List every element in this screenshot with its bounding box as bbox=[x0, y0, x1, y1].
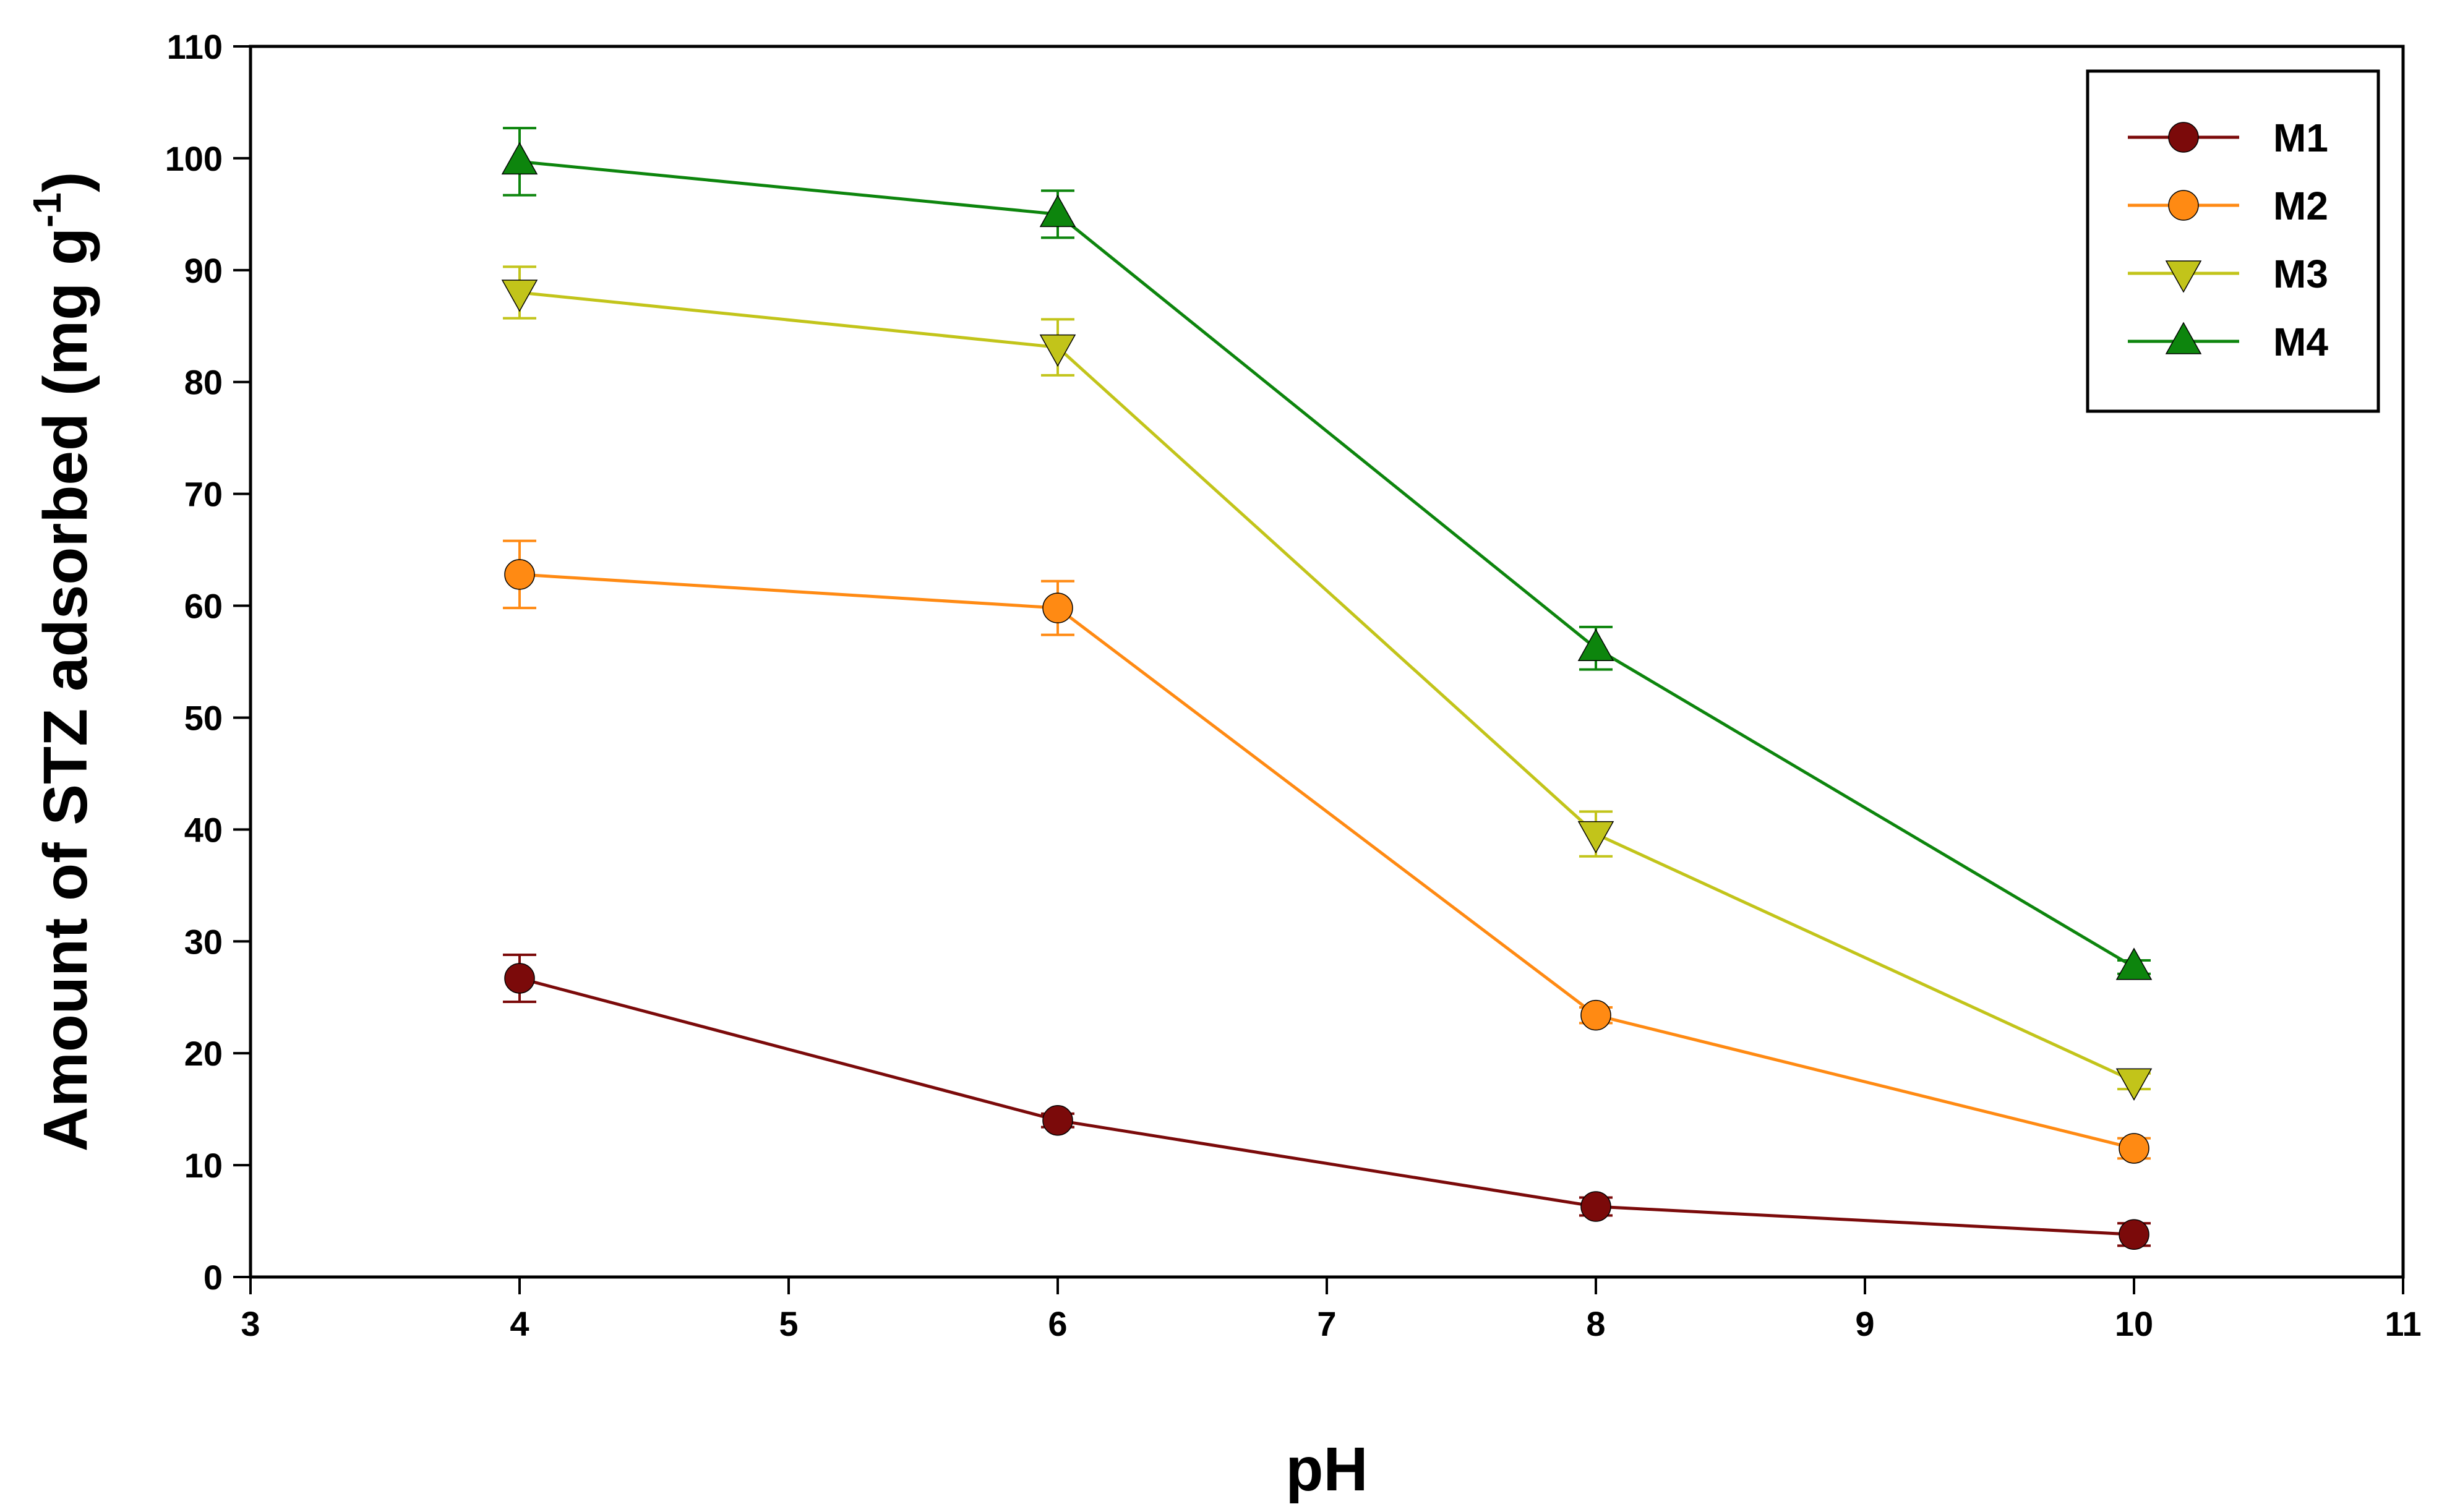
data-point bbox=[504, 559, 535, 590]
legend-item-m4: M4 bbox=[2128, 320, 2328, 364]
data-point bbox=[1039, 194, 1076, 228]
x-tick-label: 7 bbox=[1317, 1304, 1336, 1343]
x-tick-label: 3 bbox=[241, 1304, 260, 1343]
data-point bbox=[2119, 1219, 2149, 1250]
y-tick-label: 90 bbox=[184, 251, 223, 290]
data-point bbox=[1039, 334, 1076, 367]
legend-item-m1: M1 bbox=[2128, 116, 2328, 160]
x-tick-label: 4 bbox=[510, 1304, 529, 1343]
data-point bbox=[1577, 821, 1614, 854]
legend-marker bbox=[2165, 322, 2202, 354]
legend-label: M4 bbox=[2273, 320, 2328, 364]
data-point bbox=[2115, 947, 2153, 980]
data-point bbox=[1042, 592, 1073, 623]
legend: M1 M2 M3 M4 bbox=[2086, 69, 2380, 413]
legend-label: M2 bbox=[2273, 184, 2328, 228]
legend-label: M1 bbox=[2273, 116, 2328, 160]
y-tick-label: 0 bbox=[204, 1258, 223, 1297]
series-m1-line bbox=[519, 976, 2135, 1236]
data-point bbox=[501, 142, 538, 175]
y-axis-title-main: Amount of STZ adsorbed (mg g bbox=[31, 228, 100, 1151]
y-axis-title-suffix: ) bbox=[31, 172, 100, 192]
data-point bbox=[2115, 1068, 2153, 1101]
x-tick-label: 9 bbox=[1855, 1304, 1874, 1343]
legend-item-m2: M2 bbox=[2128, 184, 2328, 228]
plot-area bbox=[249, 45, 2405, 1279]
data-point bbox=[1577, 628, 1614, 662]
y-tick-label: 60 bbox=[184, 587, 223, 626]
data-point bbox=[501, 280, 538, 312]
series-m1 bbox=[503, 953, 2151, 1250]
y-tick-label: 50 bbox=[184, 698, 223, 737]
y-tick-label: 100 bbox=[165, 139, 223, 178]
x-tick-label: 6 bbox=[1048, 1304, 1067, 1343]
series-m3-line bbox=[519, 291, 2135, 1083]
data-point bbox=[1042, 1104, 1073, 1136]
series-group bbox=[501, 127, 2153, 1250]
y-axis-title: Amount of STZ adsorbed (mg g-1) bbox=[25, 172, 100, 1152]
y-tick-label: 30 bbox=[184, 922, 223, 961]
y-tick-label: 10 bbox=[184, 1146, 223, 1185]
legend-marker bbox=[2168, 122, 2199, 153]
y-tick-label: 40 bbox=[184, 810, 223, 849]
y-axis-title-superscript: -1 bbox=[25, 192, 69, 228]
data-point bbox=[2119, 1133, 2149, 1164]
legend-item-m3: M3 bbox=[2128, 252, 2328, 296]
x-tick-label: 11 bbox=[2385, 1304, 2421, 1343]
x-tick-label: 5 bbox=[779, 1304, 798, 1343]
legend-marker bbox=[2165, 260, 2202, 293]
x-axis-title: pH bbox=[1285, 1435, 1368, 1504]
legend-box bbox=[2086, 69, 2380, 413]
y-tick-label: 70 bbox=[184, 475, 223, 514]
x-tick-label: 8 bbox=[1586, 1304, 1605, 1343]
data-point bbox=[504, 963, 535, 994]
y-tick-label: 80 bbox=[184, 363, 223, 402]
legend-label: M3 bbox=[2273, 252, 2328, 296]
data-point bbox=[1580, 1191, 1611, 1222]
series-m3 bbox=[501, 265, 2153, 1101]
series-m2-line bbox=[519, 573, 2135, 1150]
series-m2 bbox=[503, 539, 2151, 1164]
data-point bbox=[1580, 999, 1611, 1031]
y-tick-label: 20 bbox=[184, 1034, 223, 1073]
series-m4-line bbox=[519, 160, 2135, 969]
legend-marker bbox=[2168, 190, 2199, 221]
y-tick-label: 110 bbox=[167, 27, 223, 66]
legend-items: M1 M2 M3 M4 bbox=[2128, 116, 2328, 364]
x-tick-label: 10 bbox=[2115, 1304, 2153, 1343]
series-m4 bbox=[501, 127, 2153, 980]
